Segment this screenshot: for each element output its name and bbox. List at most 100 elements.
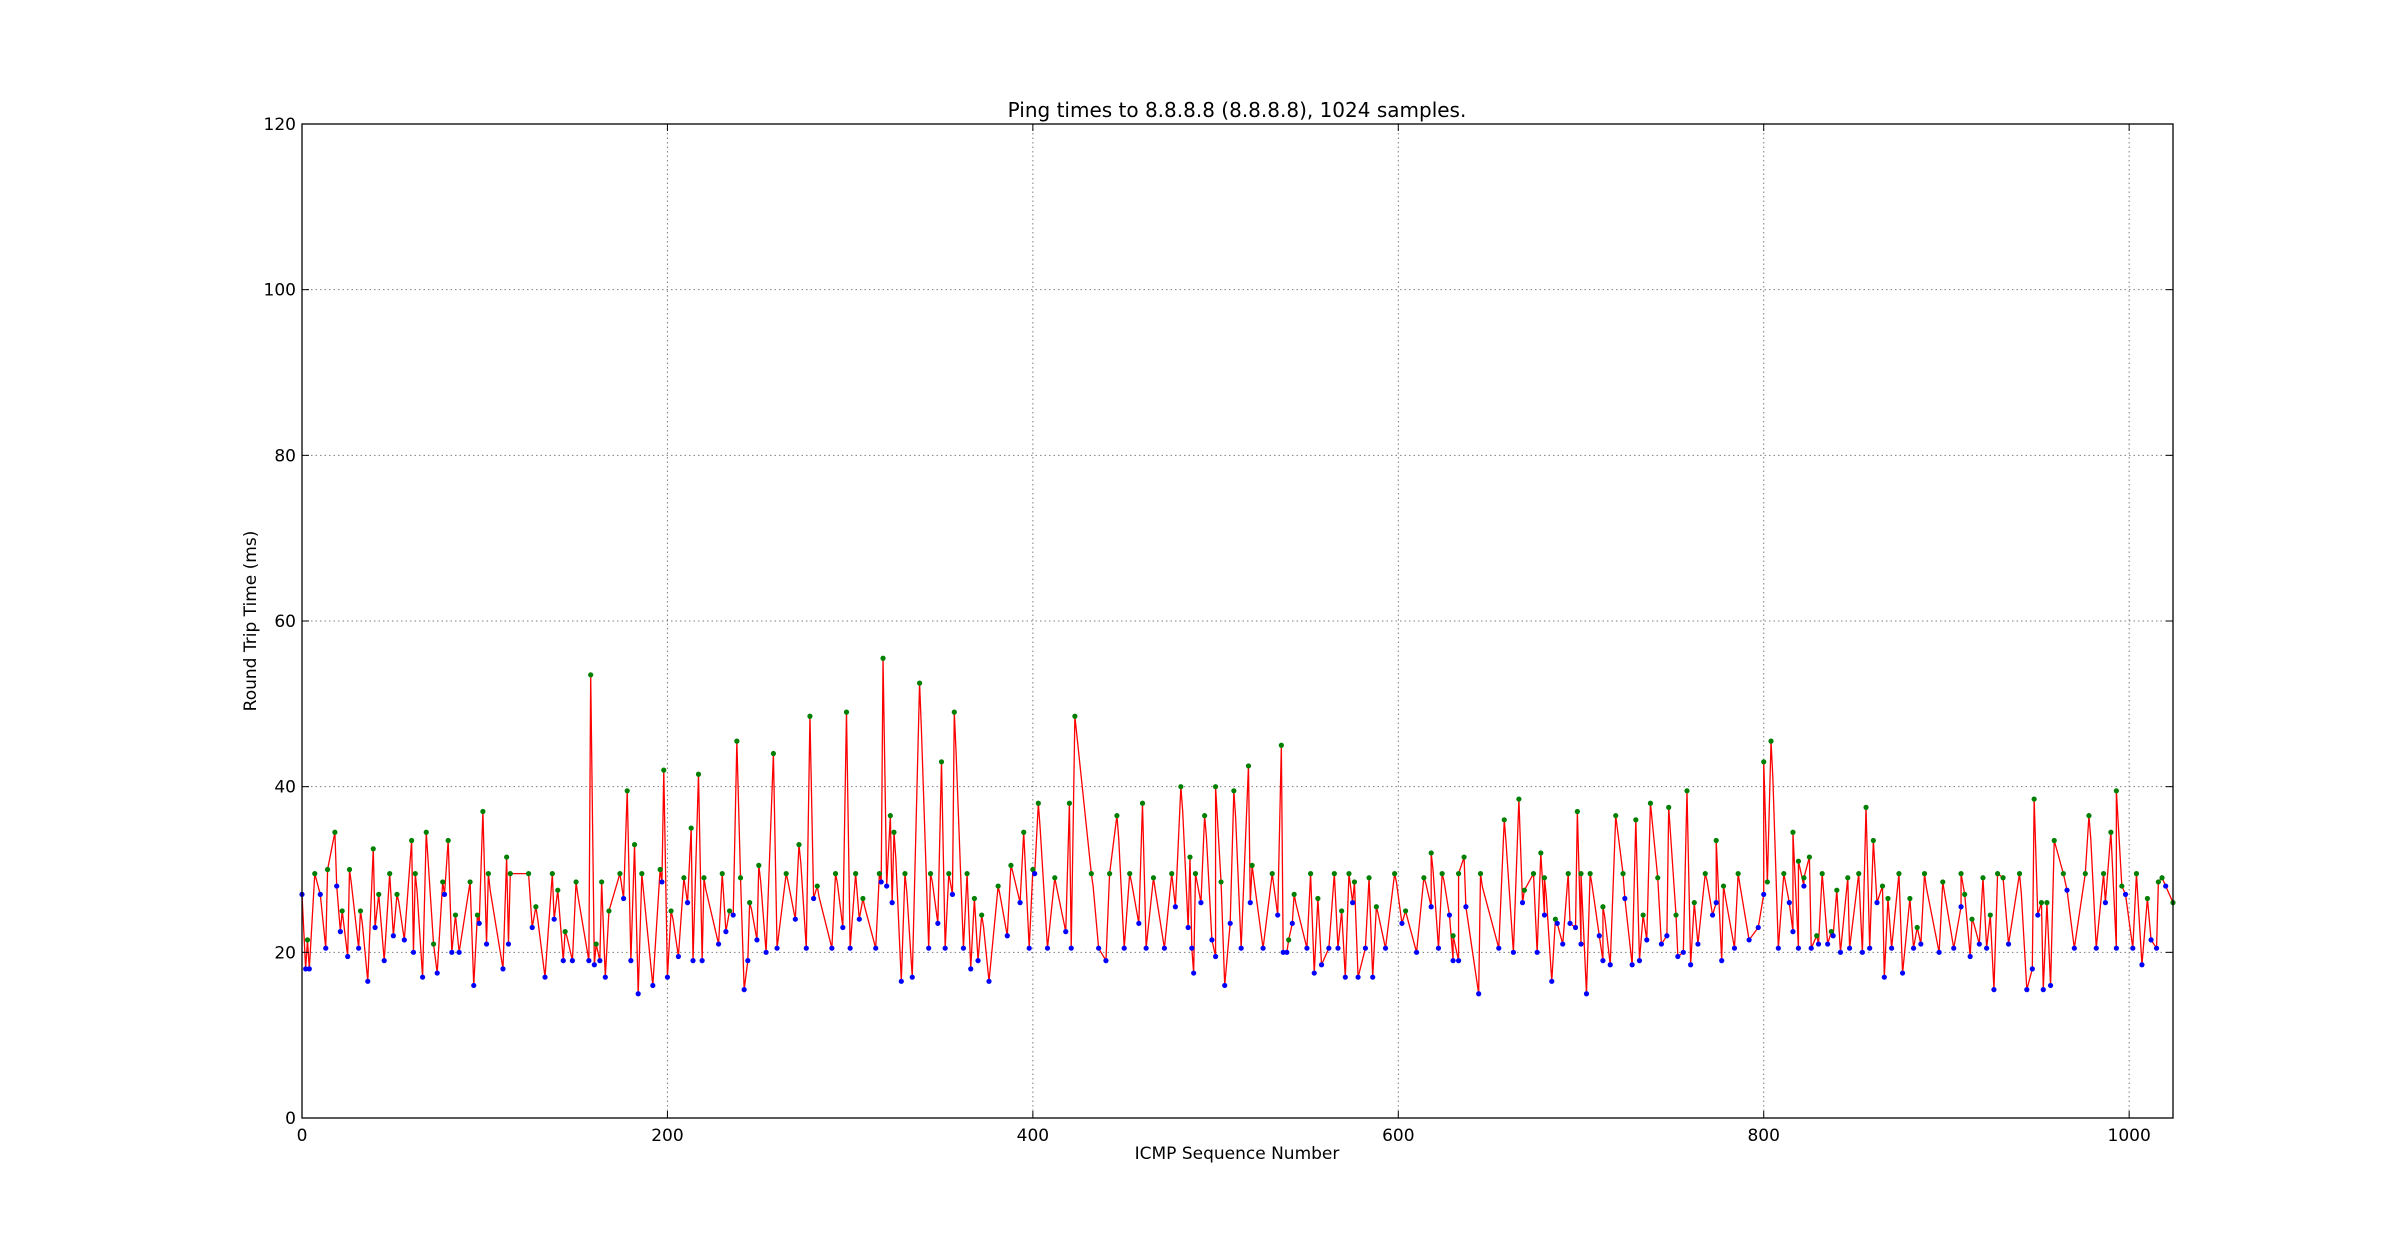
local-max-marker [951,709,957,715]
local-max-marker [1231,788,1237,794]
local-min-marker [2029,966,2035,972]
local-min-marker [1790,929,1796,935]
local-min-marker [1161,945,1168,951]
local-max-marker [1307,871,1314,877]
local-min-marker [1413,949,1420,955]
local-min-marker [2122,891,2129,897]
local-max-marker [624,788,630,794]
local-min-marker [1549,978,1555,984]
local-min-marker [2071,945,2077,951]
local-max-marker [423,829,429,835]
y-axis-label: Round Trip Time (ms) [241,531,261,712]
local-max-marker [1106,871,1113,877]
local-min-marker [337,929,343,935]
local-max-marker [814,883,820,889]
local-max-marker [701,875,707,881]
local-max-marker [1072,713,1078,719]
local-max-marker [1212,784,1219,790]
local-min-marker [1567,920,1573,926]
local-min-marker [1572,924,1579,931]
local-min-marker [884,883,890,889]
local-max-marker [480,808,486,815]
local-min-marker [1541,912,1548,918]
local-min-marker [1534,949,1540,955]
local-max-marker [1863,804,1869,810]
local-max-marker [843,709,850,715]
local-max-marker [1530,871,1537,877]
local-max-marker [1987,912,1993,918]
local-max-marker [1127,871,1133,877]
local-min-marker [1143,945,1149,951]
local-max-marker [1315,895,1321,902]
local-min-marker [476,920,482,926]
local-min-marker [2153,945,2160,951]
local-min-marker [1382,945,1389,951]
local-max-marker [1202,813,1208,819]
local-max-marker [1351,879,1358,885]
local-max-marker [1914,924,1920,931]
x-tick-label: 800 [1747,1126,1779,1146]
local-min-marker [1636,958,1643,964]
local-max-marker [1647,800,1654,806]
local-min-marker [1688,962,1694,968]
local-min-marker [745,958,751,964]
local-min-marker [365,978,371,984]
local-max-marker [1291,891,1297,897]
local-min-marker [323,945,329,951]
local-min-marker [449,949,455,955]
local-min-marker [456,949,462,955]
local-max-marker [1269,871,1275,877]
local-max-marker [533,904,539,910]
local-min-marker [1318,962,1325,968]
local-max-marker [1392,871,1398,877]
local-min-marker [926,945,932,951]
x-axis-label: ICMP Sequence Number [1135,1144,1340,1164]
local-max-marker [1896,871,1902,877]
local-min-marker [1881,974,1887,980]
local-max-marker [1439,871,1445,877]
local-max-marker [661,767,667,773]
x-tick-label: 600 [1382,1126,1414,1146]
local-max-marker [1702,871,1708,877]
local-max-marker [916,680,923,686]
local-min-marker [419,974,426,980]
local-max-marker [1801,875,1807,881]
local-max-marker [2031,796,2037,802]
local-max-marker [979,912,985,918]
local-min-marker [1899,970,1906,976]
local-max-marker [832,871,839,877]
local-max-marker [1969,916,1975,922]
local-min-marker [1967,953,1973,960]
local-max-marker [668,908,674,914]
local-min-marker [2148,937,2154,943]
local-max-marker [1066,800,1073,806]
local-min-marker [1004,933,1010,939]
chart-title: Ping times to 8.8.8.8 (8.8.8.8), 1024 sa… [1008,98,1467,122]
local-max-marker [1286,937,1292,943]
local-max-marker [1879,883,1886,889]
local-max-marker [549,871,555,877]
local-min-marker [1874,900,1880,906]
local-max-marker [504,854,510,860]
local-max-marker [1666,804,1672,810]
local-min-marker [1189,945,1195,951]
local-max-marker [445,837,451,844]
local-min-marker [2035,912,2041,918]
local-min-marker [1209,937,1215,943]
local-max-marker [2082,871,2088,877]
local-min-marker [1583,991,1590,997]
local-max-marker [485,871,491,877]
local-min-marker [1786,900,1792,906]
local-min-marker [1658,941,1664,947]
local-max-marker [1994,871,2001,877]
local-max-marker [1819,871,1825,877]
local-min-marker [2005,941,2012,947]
local-max-marker [657,866,663,873]
local-min-marker [2024,987,2030,993]
local-max-marker [639,871,645,877]
local-max-marker [1907,895,1913,902]
local-max-marker [2016,871,2023,877]
local-max-marker [946,871,952,877]
local-min-marker [1859,949,1865,955]
local-max-marker [1114,813,1120,819]
